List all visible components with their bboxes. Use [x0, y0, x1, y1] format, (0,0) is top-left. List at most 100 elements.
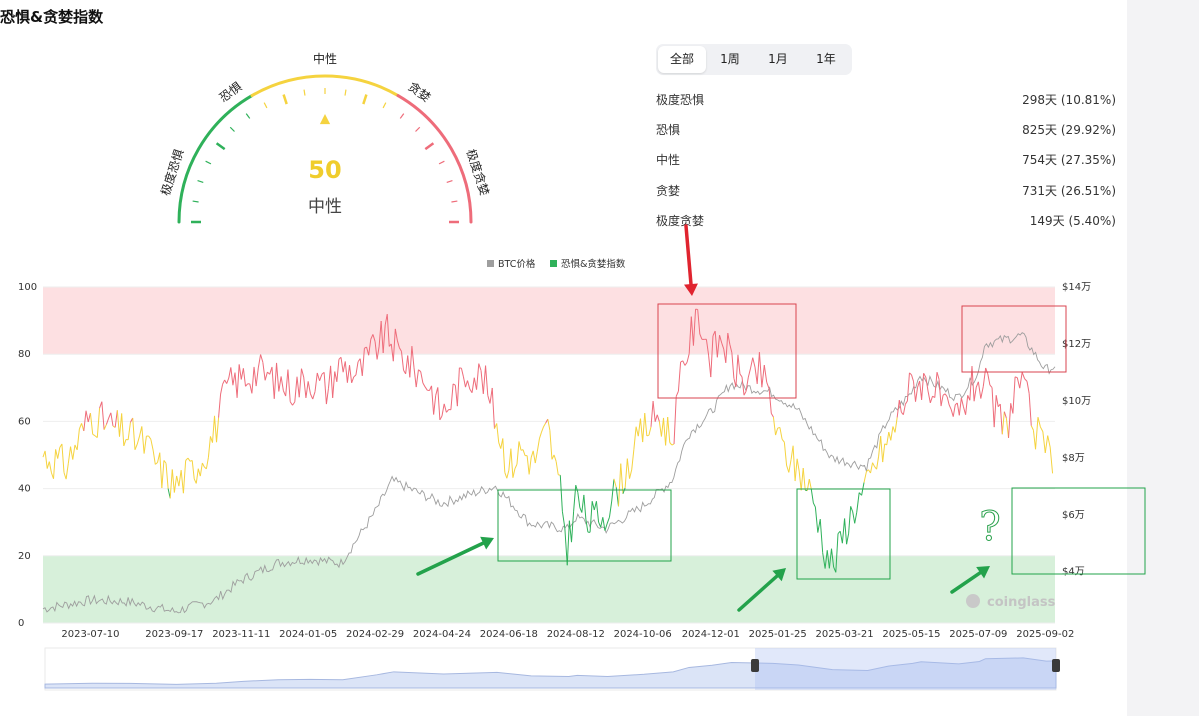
fear-greed-index-segment [1024, 378, 1028, 382]
fear-greed-index-segment [654, 414, 658, 422]
fear-greed-index-segment [63, 472, 67, 480]
range-navigator-track [44, 647, 1057, 691]
x-tick: 2024-02-29 [346, 629, 404, 640]
fear-greed-index-segment [644, 413, 648, 436]
fear-greed-index-segment [269, 366, 273, 375]
fear-greed-index-segment [692, 309, 697, 346]
fear-greed-index-segment [57, 447, 61, 459]
fear-greed-index-segment [309, 393, 314, 400]
gauge-arc-fear [177, 94, 254, 224]
fear-greed-index-segment [841, 518, 846, 544]
fear-greed-index-segment [450, 383, 454, 410]
tab-1-year[interactable]: 1年 [816, 52, 836, 66]
fear-greed-index-segment [118, 413, 123, 437]
fear-greed-index-segment [985, 367, 989, 375]
fear-greed-index-segment [167, 488, 171, 499]
range-navigator-handle[interactable] [751, 659, 759, 672]
annotation-arrow-red-head [684, 283, 698, 296]
fear-zone-band [43, 555, 1055, 623]
fear-greed-index-segment [812, 502, 816, 508]
fear-greed-index-segment [1032, 430, 1037, 450]
fear-greed-index-segment [400, 351, 405, 371]
fear-greed-index-segment [405, 355, 409, 374]
fear-greed-index-segment [94, 435, 98, 439]
fear-greed-index-segment [800, 468, 804, 491]
fear-greed-index-segment [480, 370, 484, 394]
fear-greed-index-segment [487, 395, 491, 404]
fear-greed-index-segment [593, 501, 597, 511]
fear-greed-index-segment [878, 436, 882, 457]
fear-greed-index-segment [159, 452, 163, 489]
tab-1-week[interactable]: 1周 [720, 52, 740, 66]
fear-greed-index-line [42, 308, 1054, 573]
fear-greed-index-segment [750, 357, 754, 369]
fear-greed-index-segment [150, 439, 154, 451]
fear-greed-index-segment [382, 324, 386, 353]
fear-greed-index-segment [407, 355, 411, 378]
fear-greed-index-segment [437, 387, 441, 420]
fear-greed-index-segment [1012, 376, 1016, 414]
fear-greed-index-segment [282, 390, 287, 397]
y-left-tick: 40 [18, 484, 31, 495]
fear-greed-index-segment [81, 423, 85, 432]
fear-greed-index-segment [919, 380, 923, 400]
fear-greed-index-segment [622, 487, 626, 494]
fear-greed-index-segment [469, 388, 473, 394]
range-navigator-handle[interactable] [1052, 659, 1060, 672]
tab-all[interactable]: 全部 [658, 46, 706, 73]
fear-greed-index-segment [938, 379, 942, 407]
fear-greed-index-segment [794, 458, 798, 482]
stat-value: 731天 (26.51%) [1022, 183, 1116, 198]
time-range-tabs: 全部 1周 1月 1年 [656, 44, 852, 75]
fear-greed-index-segment [370, 334, 374, 340]
fear-greed-index-segment [633, 426, 637, 450]
fear-greed-index-segment [163, 460, 167, 464]
fear-greed-index-segment [626, 458, 631, 479]
fear-greed-index-segment [671, 443, 675, 446]
fear-greed-index-segment [538, 431, 543, 439]
fear-greed-index-segment [103, 424, 107, 430]
fear-greed-index-segment [530, 450, 534, 458]
fear-greed-index-segment [411, 346, 415, 368]
fear-greed-index-segment [278, 376, 282, 392]
fear-greed-index-segment [1014, 376, 1018, 379]
fear-greed-index-segment [236, 364, 240, 398]
fear-greed-index-segment [396, 340, 400, 348]
fear-greed-index-segment [1003, 411, 1007, 419]
stat-label: 中性 [656, 153, 681, 168]
fear-greed-index-segment [852, 511, 856, 524]
fear-greed-index-segment [579, 507, 583, 513]
fear-greed-index-segment [471, 377, 475, 393]
fear-greed-index-segment [428, 385, 432, 391]
fear-greed-index-segment [276, 362, 280, 392]
fear-greed-index-segment [232, 372, 236, 386]
fear-greed-index-segment [242, 368, 247, 387]
fear-greed-index-segment [46, 461, 50, 469]
fear-greed-index-segment [72, 444, 76, 460]
tab-1-month[interactable]: 1月 [768, 52, 788, 66]
x-tick: 2024-10-06 [614, 629, 672, 640]
fear-greed-index-segment [756, 352, 760, 384]
legend-label-btc: BTC价格 [498, 258, 536, 270]
fear-greed-index-segment [292, 401, 296, 406]
fear-greed-index-segment [752, 357, 756, 368]
fear-greed-index-segment [121, 413, 125, 446]
fear-greed-index-segment [551, 454, 555, 460]
fear-greed-index-segment [604, 523, 608, 531]
fear-greed-index-segment [228, 367, 232, 379]
x-tick: 2025-05-15 [882, 629, 940, 640]
stat-label: 贪婪 [656, 183, 681, 198]
fear-greed-index-segment [489, 387, 493, 404]
fear-greed-index-segment [631, 449, 635, 470]
y-left-tick: 80 [18, 349, 31, 360]
fear-greed-index-segment [971, 365, 975, 402]
fear-greed-index-segment [872, 462, 876, 467]
fear-greed-index-segment [424, 386, 428, 391]
fear-greed-index-segment [868, 469, 871, 474]
annotation-arrow-green-shaft [737, 574, 779, 612]
stat-fear: 恐惧 825天 (29.92%) [656, 114, 1116, 144]
fear-greed-index-segment [264, 371, 268, 381]
fear-greed-index-segment [902, 404, 906, 415]
fear-greed-index-segment [995, 395, 999, 407]
fear-greed-index-segment [822, 552, 826, 569]
